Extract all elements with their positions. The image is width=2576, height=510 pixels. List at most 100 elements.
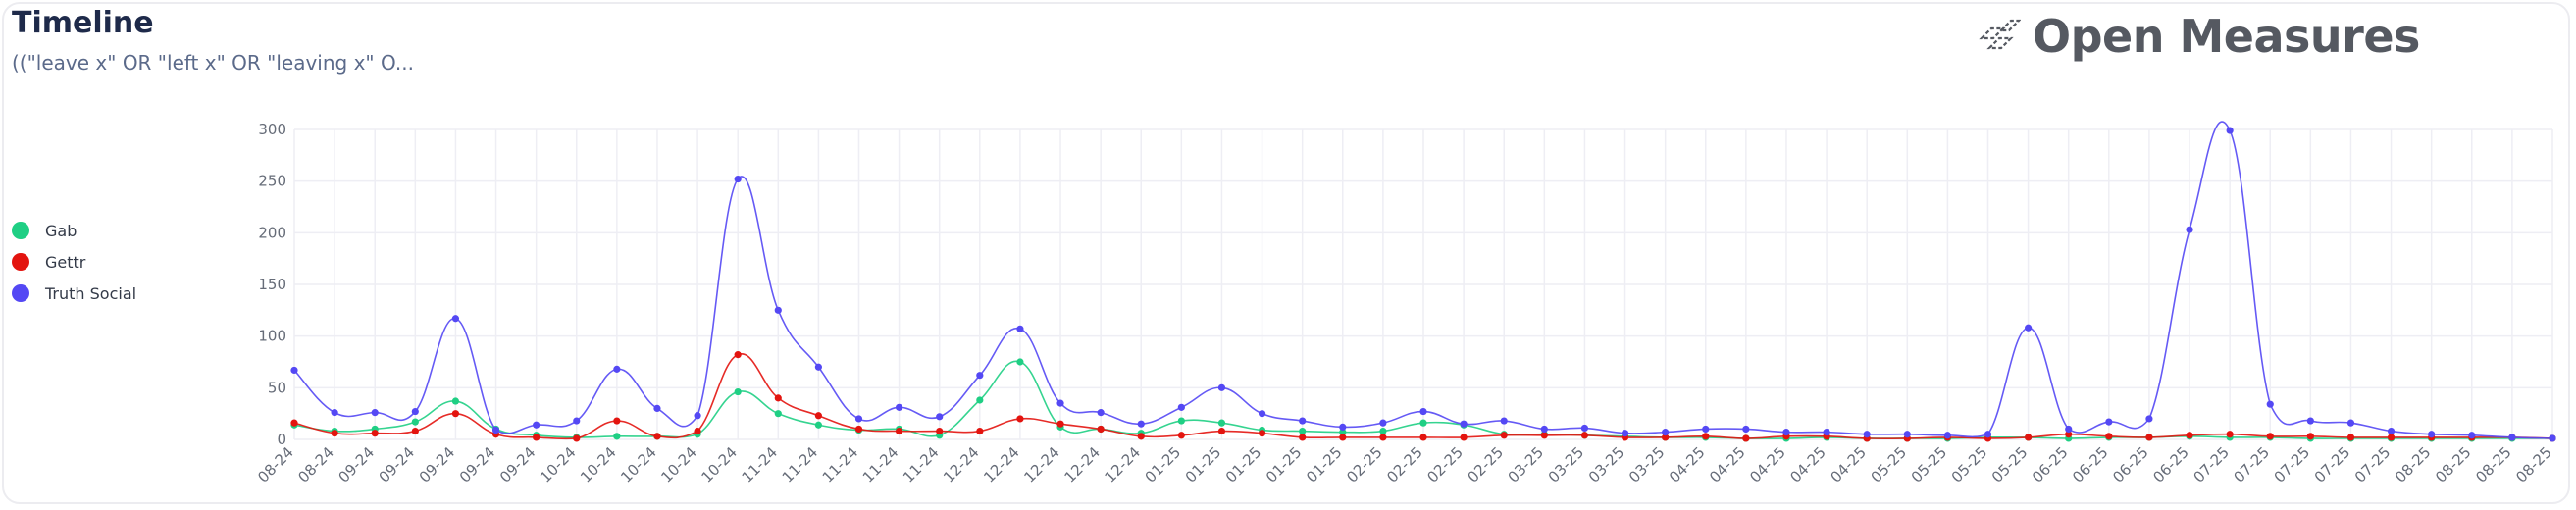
- data-point-truth-social: [1943, 432, 1951, 439]
- x-tick-label: 07-25: [2190, 443, 2233, 486]
- x-tick-label: 07-25: [2351, 443, 2395, 486]
- x-tick-label: 11-24: [900, 443, 943, 486]
- data-point-gab: [613, 433, 621, 440]
- data-point-truth-social: [451, 315, 460, 323]
- data-point-truth-social: [896, 403, 903, 411]
- data-point-truth-social: [854, 415, 863, 423]
- data-point-gab: [774, 410, 782, 418]
- x-tick-label: 11-24: [859, 443, 902, 486]
- x-tick-label: 08-25: [2432, 443, 2475, 486]
- chart-title: Timeline: [12, 6, 154, 40]
- data-point-truth-social: [2266, 400, 2274, 408]
- x-tick-label: 08-25: [2392, 443, 2435, 486]
- x-tick-label: 09-24: [496, 443, 540, 486]
- logo-icon: [1979, 19, 2021, 50]
- x-tick-label: 04-25: [1666, 443, 1709, 486]
- data-point-truth-social: [1217, 383, 1226, 391]
- data-point-truth-social: [734, 175, 742, 183]
- x-tick-label: 05-25: [1948, 443, 1991, 486]
- data-point-truth-social: [411, 407, 419, 416]
- x-tick-label: 10-24: [697, 443, 741, 486]
- x-tick-label: 10-24: [577, 443, 620, 486]
- data-point-gettr: [451, 410, 460, 418]
- data-point-truth-social: [1540, 425, 1548, 434]
- x-tick-label: 03-25: [1505, 443, 1548, 486]
- data-point-truth-social: [2387, 427, 2396, 435]
- legend-label-truth-social: Truth Social: [45, 283, 137, 303]
- y-tick-label: 100: [258, 328, 286, 345]
- data-point-gab: [1299, 427, 1307, 435]
- data-point-gettr: [2025, 434, 2033, 441]
- data-point-truth-social: [331, 409, 338, 417]
- data-point-truth-social: [1339, 423, 1347, 431]
- y-tick-label: 200: [258, 224, 286, 241]
- legend-item-gab[interactable]: Gab: [12, 216, 136, 245]
- data-point-gettr: [1016, 415, 1024, 423]
- data-point-gettr: [2145, 434, 2153, 441]
- x-tick-label: 02-25: [1464, 443, 1507, 486]
- x-tick-label: 07-25: [2271, 443, 2314, 486]
- data-point-truth-social: [814, 363, 822, 371]
- data-point-gettr: [1056, 420, 1064, 428]
- data-point-gettr: [290, 419, 298, 427]
- data-point-truth-social: [1782, 429, 1790, 436]
- y-tick-label: 300: [258, 121, 286, 138]
- x-tick-label: 10-24: [537, 443, 580, 486]
- data-point-truth-social: [2186, 226, 2193, 233]
- x-tick-label: 08-25: [2512, 443, 2555, 486]
- x-tick-label: 04-25: [1786, 443, 1829, 486]
- data-point-gettr: [371, 430, 379, 437]
- x-tick-label: 04-25: [1746, 443, 1789, 486]
- data-point-truth-social: [1662, 429, 1670, 436]
- data-point-gettr: [2186, 432, 2193, 439]
- data-point-gettr: [1662, 434, 1670, 441]
- data-point-truth-social: [1299, 417, 1307, 425]
- data-point-truth-social: [613, 365, 621, 373]
- x-tick-label: 06-25: [2069, 443, 2112, 486]
- data-point-gettr: [1540, 432, 1548, 439]
- y-tick-label: 0: [277, 431, 286, 448]
- x-tick-label: 08-24: [294, 443, 337, 486]
- legend-swatch-gettr: [12, 253, 29, 271]
- data-point-truth-social: [1258, 410, 1266, 418]
- data-point-gettr: [1460, 434, 1468, 441]
- data-point-gettr: [936, 427, 944, 435]
- y-tick-label: 150: [258, 276, 286, 293]
- x-tick-label: 01-25: [1222, 443, 1265, 486]
- data-point-gettr: [694, 427, 701, 435]
- data-point-gab: [451, 397, 460, 405]
- data-point-truth-social: [533, 421, 541, 429]
- x-tick-label: 05-25: [1908, 443, 1951, 486]
- x-tick-label: 03-25: [1545, 443, 1588, 486]
- legend-label-gab: Gab: [45, 221, 77, 240]
- x-tick-label: 04-25: [1827, 443, 1870, 486]
- x-tick-label: 02-25: [1423, 443, 1467, 486]
- data-point-gab: [1177, 417, 1185, 425]
- legend-swatch-gab: [12, 222, 29, 239]
- data-point-truth-social: [2468, 432, 2476, 439]
- x-tick-label: 09-24: [456, 443, 499, 486]
- data-point-truth-social: [1823, 429, 1830, 436]
- x-tick-label: 11-24: [779, 443, 822, 486]
- data-point-gab: [1419, 419, 1427, 427]
- x-tick-label: 09-24: [335, 443, 378, 486]
- x-tick-label: 03-25: [1625, 443, 1669, 486]
- data-point-truth-social: [1379, 419, 1387, 427]
- x-tick-label: 10-24: [617, 443, 660, 486]
- data-point-gettr: [1177, 432, 1185, 439]
- x-tick-label: 01-25: [1182, 443, 1225, 486]
- data-point-truth-social: [2549, 434, 2556, 442]
- x-tick-label: 12-24: [1060, 443, 1104, 486]
- data-point-truth-social: [2508, 434, 2516, 441]
- data-point-gettr: [2105, 433, 2113, 440]
- data-point-truth-social: [290, 366, 298, 375]
- data-point-gettr: [1137, 433, 1145, 440]
- data-point-gettr: [1258, 430, 1266, 437]
- legend-item-gettr[interactable]: Gettr: [12, 247, 136, 277]
- data-point-truth-social: [1863, 431, 1871, 438]
- data-point-truth-social: [1056, 399, 1064, 407]
- data-point-gettr: [1299, 434, 1307, 441]
- data-point-gettr: [2387, 434, 2396, 441]
- legend-item-truth-social[interactable]: Truth Social: [12, 279, 136, 308]
- chart-legend: Gab Gettr Truth Social: [12, 216, 136, 310]
